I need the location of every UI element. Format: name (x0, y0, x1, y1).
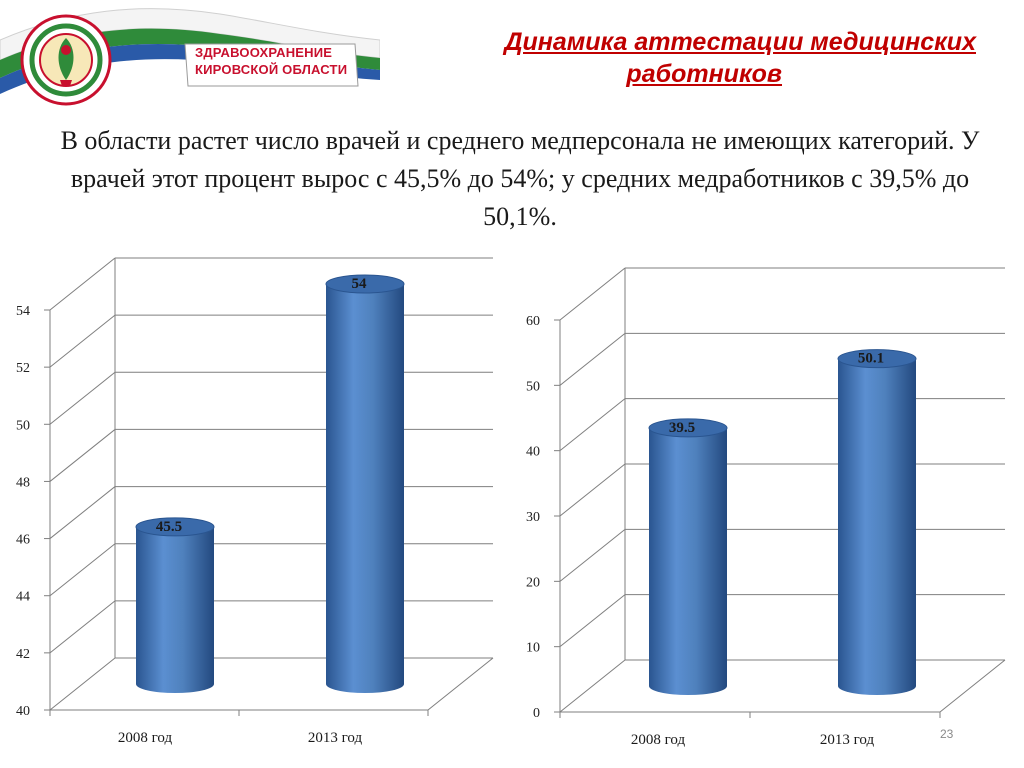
y-tick-label: 50 (16, 418, 30, 433)
bar-2 (837, 349, 917, 695)
gridline-side (49, 657, 116, 711)
bar-body (136, 526, 214, 693)
bar-top (325, 274, 405, 294)
gridline-side (49, 429, 116, 482)
y-tick-label: 10 (526, 641, 540, 656)
y-tick-label: 42 (16, 647, 30, 662)
x-tick-label: 2008 год (118, 730, 173, 746)
gridline-side (49, 600, 116, 654)
bar-1 (135, 517, 215, 693)
gridline-side (49, 257, 116, 311)
bar-body (326, 284, 404, 693)
y-tick-label: 48 (16, 475, 30, 490)
bar-top (837, 349, 917, 369)
y-tick-label: 52 (16, 361, 30, 376)
bar-body (649, 427, 727, 695)
gridline-side (49, 314, 116, 368)
gridline-side (559, 463, 626, 517)
data-label: 50.1 (858, 351, 884, 367)
gridline-side (49, 486, 116, 539)
page-number: 23 (940, 727, 954, 741)
data-label: 54 (352, 276, 368, 292)
floor-right-edge (939, 659, 1006, 713)
gridline-side (49, 371, 116, 425)
y-tick-label: 60 (526, 314, 540, 329)
data-label: 39.5 (669, 420, 695, 436)
x-tick-label: 2013 год (308, 730, 363, 746)
y-tick-label: 30 (526, 510, 540, 525)
banner-line-1: ЗДРАВООХРАНЕНИЕ (195, 45, 333, 60)
y-tick-label: 44 (16, 590, 30, 605)
gridline-side (559, 398, 626, 452)
gridline-side (49, 543, 116, 597)
banner-plate (184, 43, 359, 87)
banner-line-2: КИРОВСКОЙ ОБЛАСТИ (195, 62, 348, 77)
y-tick-label: 40 (16, 704, 30, 719)
slide-title-line-2: работников (626, 60, 782, 88)
gridline-side (559, 659, 626, 713)
slide-title: Динамика аттестации медицинских работник… (382, 26, 982, 90)
summary-text: В области растет число врачей и среднего… (60, 126, 980, 231)
chart-doctors: 40 42 44 46 48 50 52 54 45.5 2008 год 54 2013 год (16, 257, 494, 746)
floor-right-edge (427, 657, 494, 711)
emblem-icon (20, 14, 112, 106)
bar-top (648, 418, 728, 438)
y-tick-label: 54 (16, 304, 30, 319)
y-tick-label: 20 (526, 575, 540, 590)
x-tick-label: 2013 год (820, 732, 875, 748)
x-tick-label: 2008 год (631, 732, 686, 748)
bar-body (838, 358, 916, 695)
bar-top (135, 517, 215, 537)
gridline-side (559, 267, 626, 321)
y-tick-label: 50 (526, 379, 540, 394)
y-tick-label: 46 (16, 533, 30, 548)
gridline-side (559, 528, 626, 582)
gridline-side (559, 332, 626, 386)
y-tick-label: 0 (533, 706, 540, 721)
bar-1 (648, 418, 728, 695)
banner-text: ЗДРАВООХРАНЕНИЕ КИРОВСКОЙ ОБЛАСТИ (195, 44, 355, 86)
chart-nurses: 0 10 20 30 40 50 60 39.5 2008 год 50.1 2013 год (526, 267, 1006, 748)
data-label: 45.5 (156, 519, 182, 535)
gridline-side (559, 594, 626, 648)
slide-title-line-1: Динамика аттестации медицинских (504, 28, 976, 56)
bar-2 (325, 274, 405, 693)
y-tick-label: 40 (526, 445, 540, 460)
